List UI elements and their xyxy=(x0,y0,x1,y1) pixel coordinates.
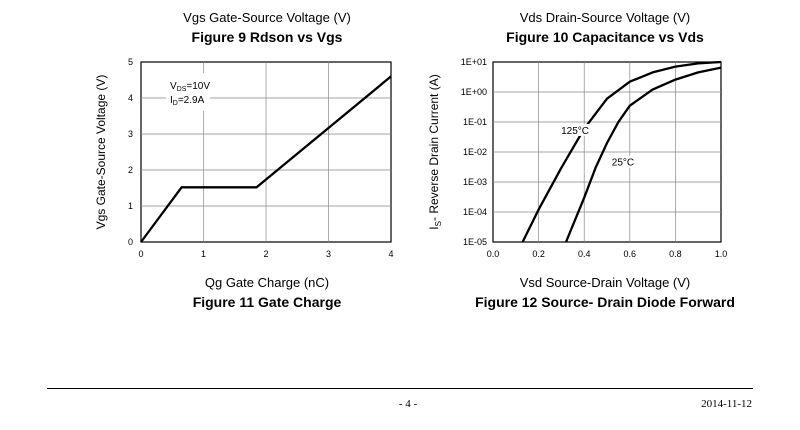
left-chart-xlabel: Qg Gate Charge (nC) xyxy=(204,275,330,290)
series-label-bg xyxy=(559,123,592,136)
y-tick-label: 0 xyxy=(128,237,133,247)
left-top-caption: Vgs Gate-Source Voltage (V) xyxy=(183,10,351,25)
left-figure-top-title: Figure 9 Rdson vs Vgs xyxy=(191,29,343,45)
x-tick-label: 3 xyxy=(326,249,331,259)
y-axis-label: Vgs Gate-Source Voltage (V) xyxy=(94,75,108,230)
x-tick-label: 1.0 xyxy=(715,249,728,259)
x-tick-label: 0.4 xyxy=(578,249,591,259)
y-tick-label: 1E+01 xyxy=(461,57,487,67)
x-tick-label: 2 xyxy=(263,249,268,259)
right-figure-bottom-title: Figure 12 Source- Drain Diode Forward xyxy=(475,294,735,310)
y-tick-label: 4 xyxy=(128,93,133,103)
footer-divider xyxy=(47,388,753,389)
diode-series-line xyxy=(521,60,722,243)
annotation-vds: VDS=10V xyxy=(170,81,210,93)
right-figure-top-title: Figure 10 Capacitance vs Vds xyxy=(506,29,704,45)
gate-charge-chart: 0 1 2 3 4 0 1 2 3 4 5 Vgs Gate-Source Voltage (V) VD… xyxy=(94,57,394,259)
y-tick-label: 1E-03 xyxy=(463,177,487,187)
x-tick-label: 0.2 xyxy=(532,249,545,259)
x-tick-label: 1 xyxy=(201,249,206,259)
annotation-id: ID=2.9A xyxy=(170,95,205,107)
diode-forward-chart: 0.0 0.2 0.4 0.6 0.8 1.0 1E-05 1E-04 1E-03 1E-02 1E… xyxy=(427,57,727,259)
series-label: 125°C xyxy=(561,126,589,137)
x-tick-label: 0.8 xyxy=(669,249,682,259)
y-tick-label: 5 xyxy=(128,57,133,67)
gate-charge-series-line xyxy=(140,75,392,243)
diode-series-line xyxy=(564,66,722,243)
y-tick-label: 1 xyxy=(128,201,133,211)
y-tick-label: 1E-02 xyxy=(463,147,487,157)
x-tick-label: 4 xyxy=(388,249,393,259)
annotation-bg xyxy=(166,73,210,111)
left-figure-bottom-title: Figure 11 Gate Charge xyxy=(192,294,342,310)
series-label-bg xyxy=(606,155,639,168)
x-tick-label: 0.6 xyxy=(624,249,637,259)
x-tick-label: 0 xyxy=(138,249,143,259)
y-tick-label: 1E-05 xyxy=(463,237,487,247)
x-tick-label: 0.0 xyxy=(487,249,500,259)
footer-date: 2014-11-12 xyxy=(701,398,752,410)
right-chart-xlabel: Vsd Source-Drain Voltage (V) xyxy=(519,275,691,290)
y-tick-label: 1E-04 xyxy=(463,207,487,217)
y-tick-label: 1E-01 xyxy=(463,117,487,127)
series-label: 25°C xyxy=(612,158,634,169)
right-top-caption: Vds Drain-Source Voltage (V) xyxy=(519,10,691,25)
y-axis-label: IS- Reverse Drain Current (A) xyxy=(427,74,443,229)
page-number: - 4 - xyxy=(398,398,418,410)
y-tick-label: 1E+00 xyxy=(461,87,487,97)
y-tick-label: 2 xyxy=(128,165,133,175)
y-tick-label: 3 xyxy=(128,129,133,139)
